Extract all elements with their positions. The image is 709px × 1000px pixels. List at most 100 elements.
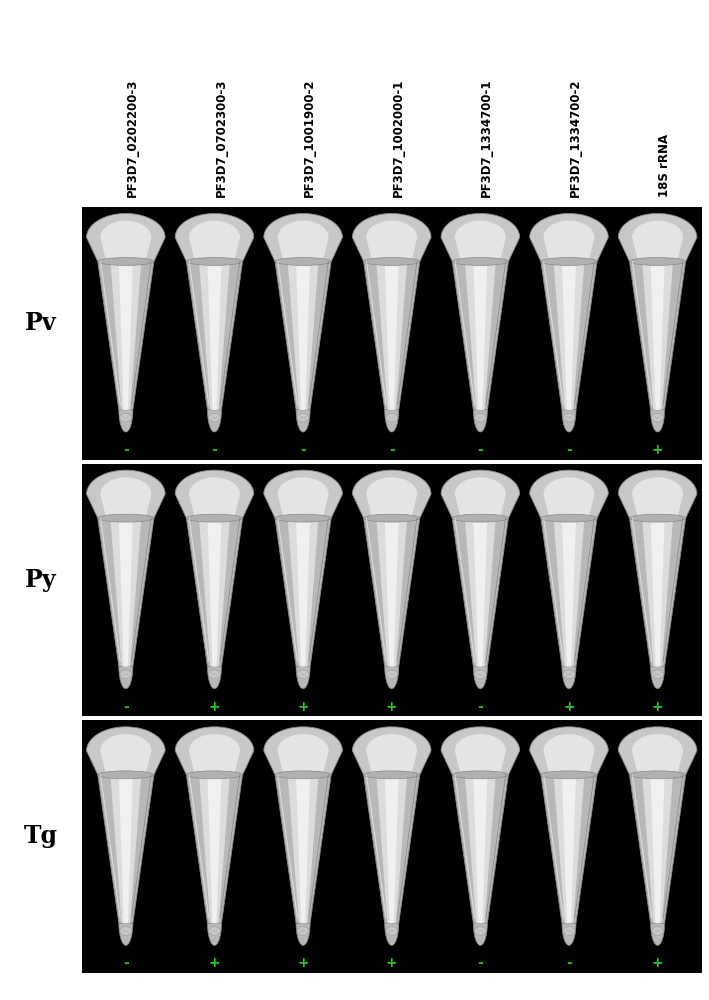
Ellipse shape: [652, 670, 664, 679]
Polygon shape: [186, 518, 242, 666]
Text: Tg: Tg: [24, 824, 58, 848]
Polygon shape: [385, 923, 398, 945]
Ellipse shape: [563, 670, 575, 679]
Polygon shape: [275, 261, 331, 410]
Polygon shape: [465, 775, 496, 923]
Polygon shape: [630, 775, 686, 923]
Polygon shape: [541, 775, 597, 923]
Polygon shape: [208, 261, 221, 410]
Polygon shape: [562, 775, 576, 923]
Ellipse shape: [120, 670, 132, 679]
Ellipse shape: [452, 258, 508, 265]
Polygon shape: [651, 261, 664, 410]
Polygon shape: [119, 410, 133, 432]
Polygon shape: [651, 775, 664, 923]
Polygon shape: [474, 923, 487, 945]
Polygon shape: [175, 470, 254, 518]
Ellipse shape: [630, 258, 686, 265]
Polygon shape: [186, 261, 242, 410]
Polygon shape: [100, 477, 152, 518]
Ellipse shape: [452, 771, 508, 779]
Polygon shape: [452, 518, 508, 666]
Polygon shape: [296, 410, 310, 432]
Polygon shape: [474, 518, 487, 666]
Text: -: -: [123, 956, 129, 970]
Polygon shape: [454, 477, 506, 518]
Polygon shape: [288, 775, 318, 923]
Text: +: +: [386, 700, 398, 714]
Polygon shape: [277, 477, 329, 518]
Polygon shape: [296, 923, 310, 945]
Polygon shape: [199, 775, 230, 923]
Ellipse shape: [474, 927, 486, 935]
Ellipse shape: [208, 670, 220, 679]
Polygon shape: [264, 727, 342, 775]
Bar: [82, 464, 702, 716]
Polygon shape: [119, 518, 133, 666]
Polygon shape: [111, 261, 141, 410]
Polygon shape: [366, 477, 418, 518]
Ellipse shape: [98, 514, 154, 522]
Polygon shape: [651, 923, 664, 945]
Text: PF3D7_1334700-1: PF3D7_1334700-1: [481, 79, 493, 197]
Text: +: +: [652, 443, 664, 457]
Polygon shape: [642, 261, 673, 410]
Polygon shape: [208, 775, 221, 923]
Text: PF3D7_1002000-1: PF3D7_1002000-1: [391, 79, 405, 197]
Text: PF3D7_0202200-3: PF3D7_0202200-3: [126, 79, 139, 197]
Polygon shape: [376, 261, 407, 410]
Polygon shape: [632, 734, 683, 775]
Ellipse shape: [541, 514, 597, 522]
Polygon shape: [530, 727, 608, 775]
Polygon shape: [541, 261, 597, 410]
Polygon shape: [630, 518, 686, 666]
Polygon shape: [452, 261, 508, 410]
Polygon shape: [385, 666, 398, 689]
Ellipse shape: [297, 670, 309, 679]
Text: +: +: [297, 700, 309, 714]
Text: -: -: [477, 443, 484, 457]
Ellipse shape: [474, 413, 486, 422]
Polygon shape: [642, 775, 673, 923]
Polygon shape: [554, 261, 584, 410]
Text: PF3D7_0702300-3: PF3D7_0702300-3: [214, 79, 228, 197]
Ellipse shape: [120, 927, 132, 935]
Ellipse shape: [386, 670, 398, 679]
Ellipse shape: [98, 258, 154, 265]
Polygon shape: [264, 470, 342, 518]
Polygon shape: [86, 727, 165, 775]
Ellipse shape: [186, 258, 242, 265]
Text: Py: Py: [26, 568, 57, 592]
Ellipse shape: [364, 514, 420, 522]
Polygon shape: [119, 261, 133, 410]
Polygon shape: [296, 518, 310, 666]
Polygon shape: [543, 477, 595, 518]
Ellipse shape: [275, 258, 331, 265]
Polygon shape: [651, 666, 664, 689]
Polygon shape: [474, 775, 487, 923]
Text: -: -: [211, 443, 218, 457]
Polygon shape: [364, 261, 420, 410]
Polygon shape: [352, 470, 431, 518]
Polygon shape: [632, 477, 683, 518]
Polygon shape: [100, 221, 152, 261]
Polygon shape: [111, 775, 141, 923]
Polygon shape: [208, 923, 221, 945]
Polygon shape: [441, 470, 520, 518]
Text: Pv: Pv: [26, 311, 57, 335]
Polygon shape: [541, 518, 597, 666]
Ellipse shape: [98, 771, 154, 779]
Polygon shape: [441, 213, 520, 261]
Polygon shape: [385, 518, 398, 666]
Polygon shape: [474, 666, 487, 689]
Ellipse shape: [120, 413, 132, 422]
Polygon shape: [385, 775, 398, 923]
Polygon shape: [288, 261, 318, 410]
Polygon shape: [562, 410, 576, 432]
Ellipse shape: [364, 258, 420, 265]
Polygon shape: [208, 518, 221, 666]
Polygon shape: [275, 775, 331, 923]
Polygon shape: [98, 518, 154, 666]
Polygon shape: [366, 734, 418, 775]
Polygon shape: [86, 213, 165, 261]
